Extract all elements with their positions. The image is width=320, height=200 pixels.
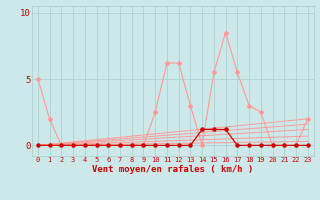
X-axis label: Vent moyen/en rafales ( km/h ): Vent moyen/en rafales ( km/h ) [92, 165, 253, 174]
